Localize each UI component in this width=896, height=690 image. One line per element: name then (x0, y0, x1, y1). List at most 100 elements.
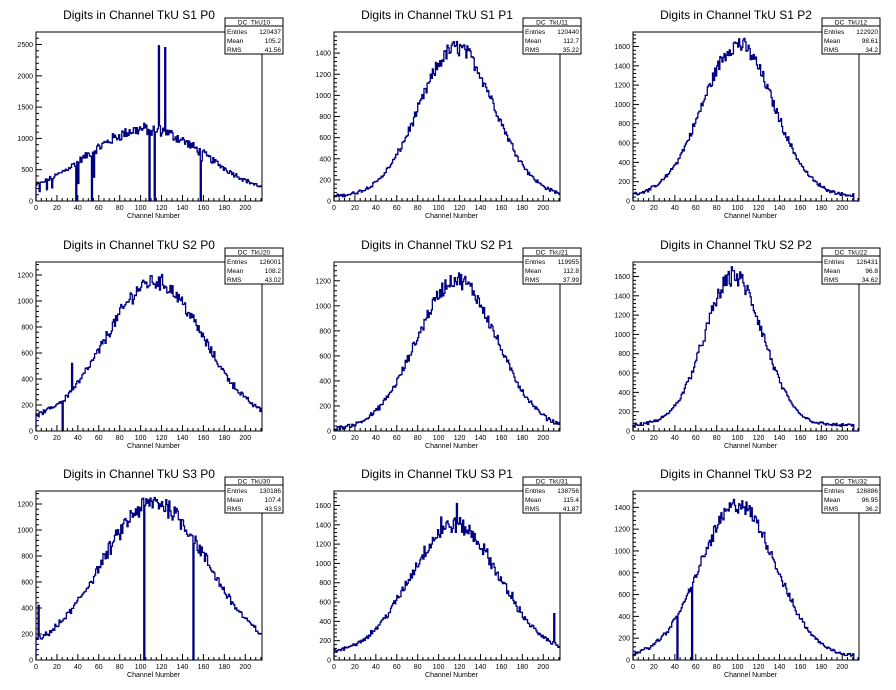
histogram-series (35, 496, 262, 661)
stats-value: 119955 (558, 259, 580, 266)
histogram-panel-6: Digits in Channel TkU S2 P2 0 20 40 60 80 100 1… (614, 238, 881, 450)
y-axis: 0 200 400 600 800 1000 1200 (17, 264, 42, 436)
x-tick-label: 160 (496, 205, 508, 212)
y-tick-label: 0 (626, 429, 630, 436)
y-tick-label: 600 (319, 600, 331, 607)
stats-value: 107.4 (265, 497, 282, 504)
x-tick-label: 200 (836, 205, 848, 212)
x-tick-label: 140 (774, 435, 786, 442)
y-axis: 0 200 400 600 800 1000 1200 1400 1600 (315, 493, 340, 665)
histogram-series (632, 266, 859, 432)
x-tick-label: 20 (53, 435, 61, 442)
x-tick-label: 140 (774, 664, 786, 671)
stats-label: RMS (227, 506, 242, 513)
stats-value: 108.2 (265, 268, 282, 275)
x-tick-label: 120 (454, 664, 466, 671)
y-tick-label: 1000 (315, 93, 331, 100)
x-tick-label: 120 (753, 205, 765, 212)
y-tick-label: 1200 (614, 313, 630, 320)
histogram-series (35, 45, 262, 202)
y-tick-label: 1600 (614, 274, 630, 281)
y-axis: 0 200 400 600 800 1000 1200 1400 1600 (614, 264, 639, 436)
x-tick-label: 160 (496, 664, 508, 671)
stats-label: Mean (227, 497, 244, 504)
y-tick-label: 0 (29, 199, 33, 206)
stats-label: RMS (525, 47, 540, 54)
x-tick-label: 120 (156, 435, 168, 442)
x-tick-label: 40 (74, 435, 82, 442)
stats-box-frame (821, 476, 881, 514)
stats-box: DC_TkU11 Entries 120440 Mean 112.7 RMS 35.22 (522, 17, 582, 55)
y-tick-label: 1400 (315, 51, 331, 58)
y-tick-label: 1400 (614, 505, 630, 512)
y-tick-label: 200 (618, 179, 630, 186)
x-axis-label: Channel Number (425, 213, 479, 220)
stats-label: Entries (227, 488, 248, 495)
x-tick-label: 200 (836, 664, 848, 671)
y-tick-label: 1000 (17, 136, 33, 143)
x-tick-label: 100 (135, 435, 147, 442)
y-tick-label: 400 (319, 619, 331, 626)
chart-title: Digits in Channel TkU S1 P0 (63, 8, 215, 22)
x-tick-label: 200 (537, 435, 549, 442)
x-tick-label: 140 (177, 435, 189, 442)
x-tick-label: 80 (713, 435, 721, 442)
x-tick-label: 60 (95, 205, 103, 212)
stats-value: 115.4 (563, 497, 579, 504)
x-tick-label: 40 (372, 664, 380, 671)
stats-name: DC_TkU12 (835, 20, 868, 27)
x-tick-label: 160 (198, 664, 210, 671)
x-tick-label: 0 (34, 664, 38, 671)
stats-label: Mean (824, 497, 841, 504)
y-tick-label: 1200 (315, 542, 331, 549)
stats-value: 120437 (259, 29, 281, 36)
y-tick-label: 1200 (17, 502, 33, 509)
x-tick-label: 40 (372, 435, 380, 442)
x-tick-label: 140 (177, 205, 189, 212)
y-tick-label: 1000 (17, 528, 33, 535)
x-tick-label: 120 (454, 435, 466, 442)
stats-box-frame (522, 17, 582, 55)
y-axis: 0 200 400 600 800 1000 1200 1400 (614, 493, 639, 665)
x-tick-label: 180 (516, 664, 528, 671)
histogram-series (333, 40, 560, 201)
y-tick-label: 1000 (614, 332, 630, 339)
histogram-panel-2: Digits in Channel TkU S1 P1 0 20 40 60 80 100 1… (315, 8, 582, 220)
y-tick-label: 800 (21, 325, 33, 332)
x-tick-label: 120 (156, 664, 168, 671)
x-tick-label: 0 (332, 205, 336, 212)
y-tick-label: 1000 (614, 102, 630, 109)
x-axis: 0 20 40 60 80 100 120 140 160 180 200 Channel Numbe… (332, 425, 560, 450)
x-tick-label: 180 (516, 205, 528, 212)
y-tick-label: 800 (319, 328, 331, 335)
y-tick-label: 0 (327, 429, 331, 436)
y-tick-label: 0 (327, 199, 331, 206)
x-tick-label: 20 (351, 205, 359, 212)
plot-frame (35, 261, 263, 432)
x-tick-label: 20 (351, 664, 359, 671)
stats-label: RMS (824, 47, 839, 54)
histogram-panel-1: Digits in Channel TkU S1 P0 0 20 40 60 80 100 1… (17, 8, 284, 220)
stats-box: DC_TkU32 Entries 126886 Mean 96.95 RMS 36.2 (821, 476, 881, 514)
x-tick-label: 140 (475, 664, 487, 671)
stats-box-frame (224, 17, 284, 55)
chart-title: Digits in Channel TkU S1 P1 (361, 8, 513, 22)
y-tick-label: 600 (21, 580, 33, 587)
stats-label: Mean (525, 38, 542, 45)
y-tick-label: 600 (618, 592, 630, 599)
x-tick-label: 140 (475, 205, 487, 212)
stats-box: DC_TkU31 Entries 138756 Mean 115.4 RMS 41.87 (522, 476, 582, 514)
stats-label: Entries (824, 29, 845, 36)
x-tick-label: 0 (631, 435, 635, 442)
stats-value: 126431 (856, 259, 878, 266)
stats-box-frame (522, 247, 582, 285)
x-tick-label: 20 (53, 205, 61, 212)
x-tick-label: 20 (351, 435, 359, 442)
histogram-panel-9: Digits in Channel TkU S3 P2 0 20 40 60 80 100 1… (614, 467, 881, 679)
x-tick-label: 20 (650, 435, 658, 442)
chart-title: Digits in Channel TkU S2 P1 (361, 238, 513, 252)
stats-name: DC_TkU10 (238, 20, 271, 27)
histogram-panel-7: Digits in Channel TkU S3 P0 0 20 40 60 80 100 1… (17, 467, 284, 679)
x-tick-label: 60 (393, 435, 401, 442)
stats-value: 138756 (557, 488, 579, 495)
